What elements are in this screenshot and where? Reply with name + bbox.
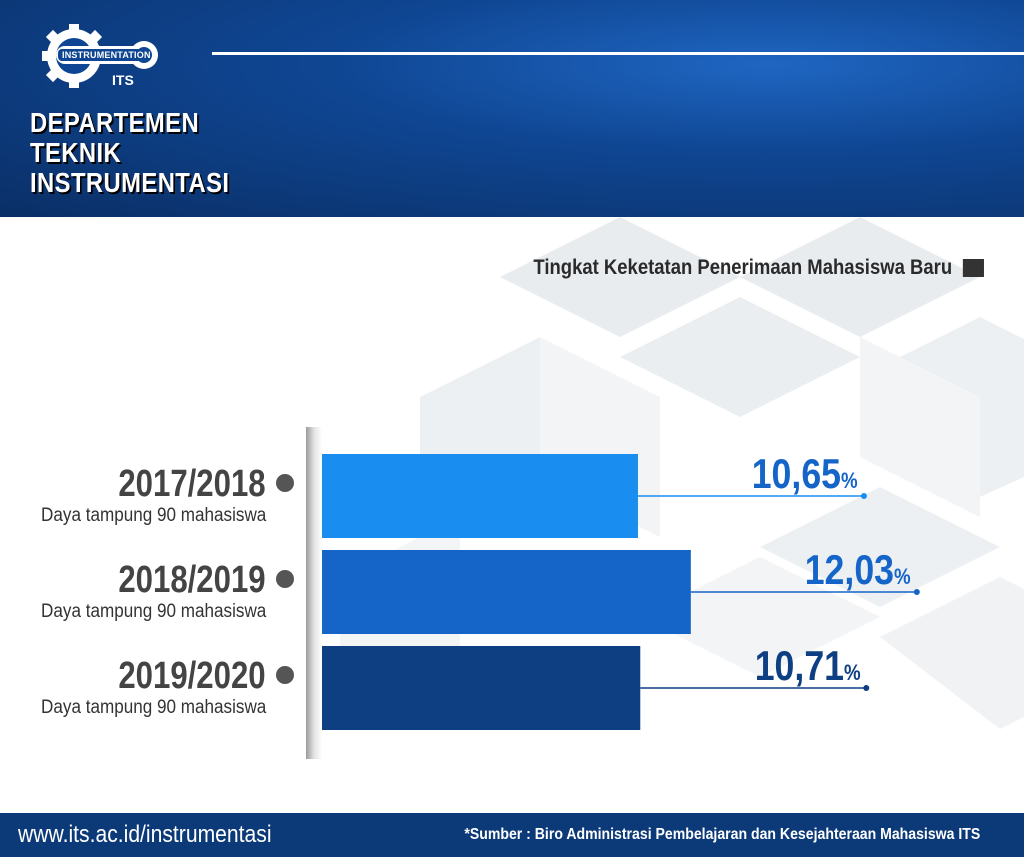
chart-title-text: Tingkat Keketatan Penerimaan Mahasiswa B…	[533, 256, 953, 279]
dept-line-3: INSTRUMENTASI	[30, 167, 230, 198]
bar-2017-2018	[322, 454, 638, 538]
value-number: 10,65	[752, 450, 842, 497]
footer-bar: www.its.ac.id/instrumentasi *Sumber : Bi…	[0, 813, 1024, 857]
category-label-2017-2018: 2017/2018	[118, 463, 266, 505]
value-label-2019-2020: 10,71%	[754, 642, 860, 690]
leader-dot-2018-2019	[913, 589, 920, 595]
bar-2019-2020	[322, 646, 641, 730]
chart-title: Tingkat Keketatan Penerimaan Mahasiswa B…	[534, 256, 984, 280]
header-divider-line	[212, 52, 1024, 55]
category-label-2018-2019: 2018/2019	[118, 559, 266, 601]
category-bullet-2018-2019	[276, 570, 294, 588]
value-label-2017-2018: 10,65%	[752, 450, 858, 498]
logo-text-top: INSTRUMENTATION	[62, 50, 151, 60]
category-sublabel-2017-2018: Daya tampung 90 mahasiswa	[40, 505, 266, 526]
title-square-icon	[962, 259, 984, 277]
value-label-2018-2019: 12,03%	[805, 546, 911, 594]
category-bullet-2019-2020	[276, 666, 294, 684]
value-number: 10,71	[754, 642, 844, 689]
department-name: DEPARTEMEN TEKNIK INSTRUMENTASI	[30, 108, 229, 198]
bar-chart: 10,65% 2017/2018 Daya tampung 90 mahasiswa…	[0, 217, 1024, 813]
category-label-2019-2020: 2019/2020	[118, 655, 266, 697]
logo-text-bottom: ITS	[112, 72, 134, 88]
leader-dot-2019-2020	[863, 685, 870, 691]
category-sublabel-2018-2019: Daya tampung 90 mahasiswa	[40, 601, 266, 622]
bar-chart-svg	[306, 427, 920, 759]
value-unit: %	[841, 468, 858, 493]
leader-dot-2017-2018	[860, 493, 867, 499]
dept-line-1: DEPARTEMEN	[30, 107, 200, 138]
footer-website-url: www.its.ac.id/instrumentasi	[18, 821, 272, 848]
category-bullet-2017-2018	[276, 474, 294, 492]
dept-line-2: TEKNIK	[30, 137, 122, 168]
header-banner: INSTRUMENTATION ITS DEPARTEMEN TEKNIK IN…	[0, 0, 1024, 217]
its-instrumentation-logo	[42, 24, 158, 88]
background-cube-pattern	[340, 217, 1024, 729]
category-sublabel-2019-2020: Daya tampung 90 mahasiswa	[40, 697, 266, 718]
value-unit: %	[894, 564, 911, 589]
value-number: 12,03	[804, 546, 895, 593]
value-unit: %	[843, 660, 861, 685]
bar-2018-2019	[322, 550, 691, 634]
footer-source-note: *Sumber : Biro Administrasi Pembelajaran…	[464, 826, 980, 843]
chart-axis-shade	[306, 427, 322, 759]
